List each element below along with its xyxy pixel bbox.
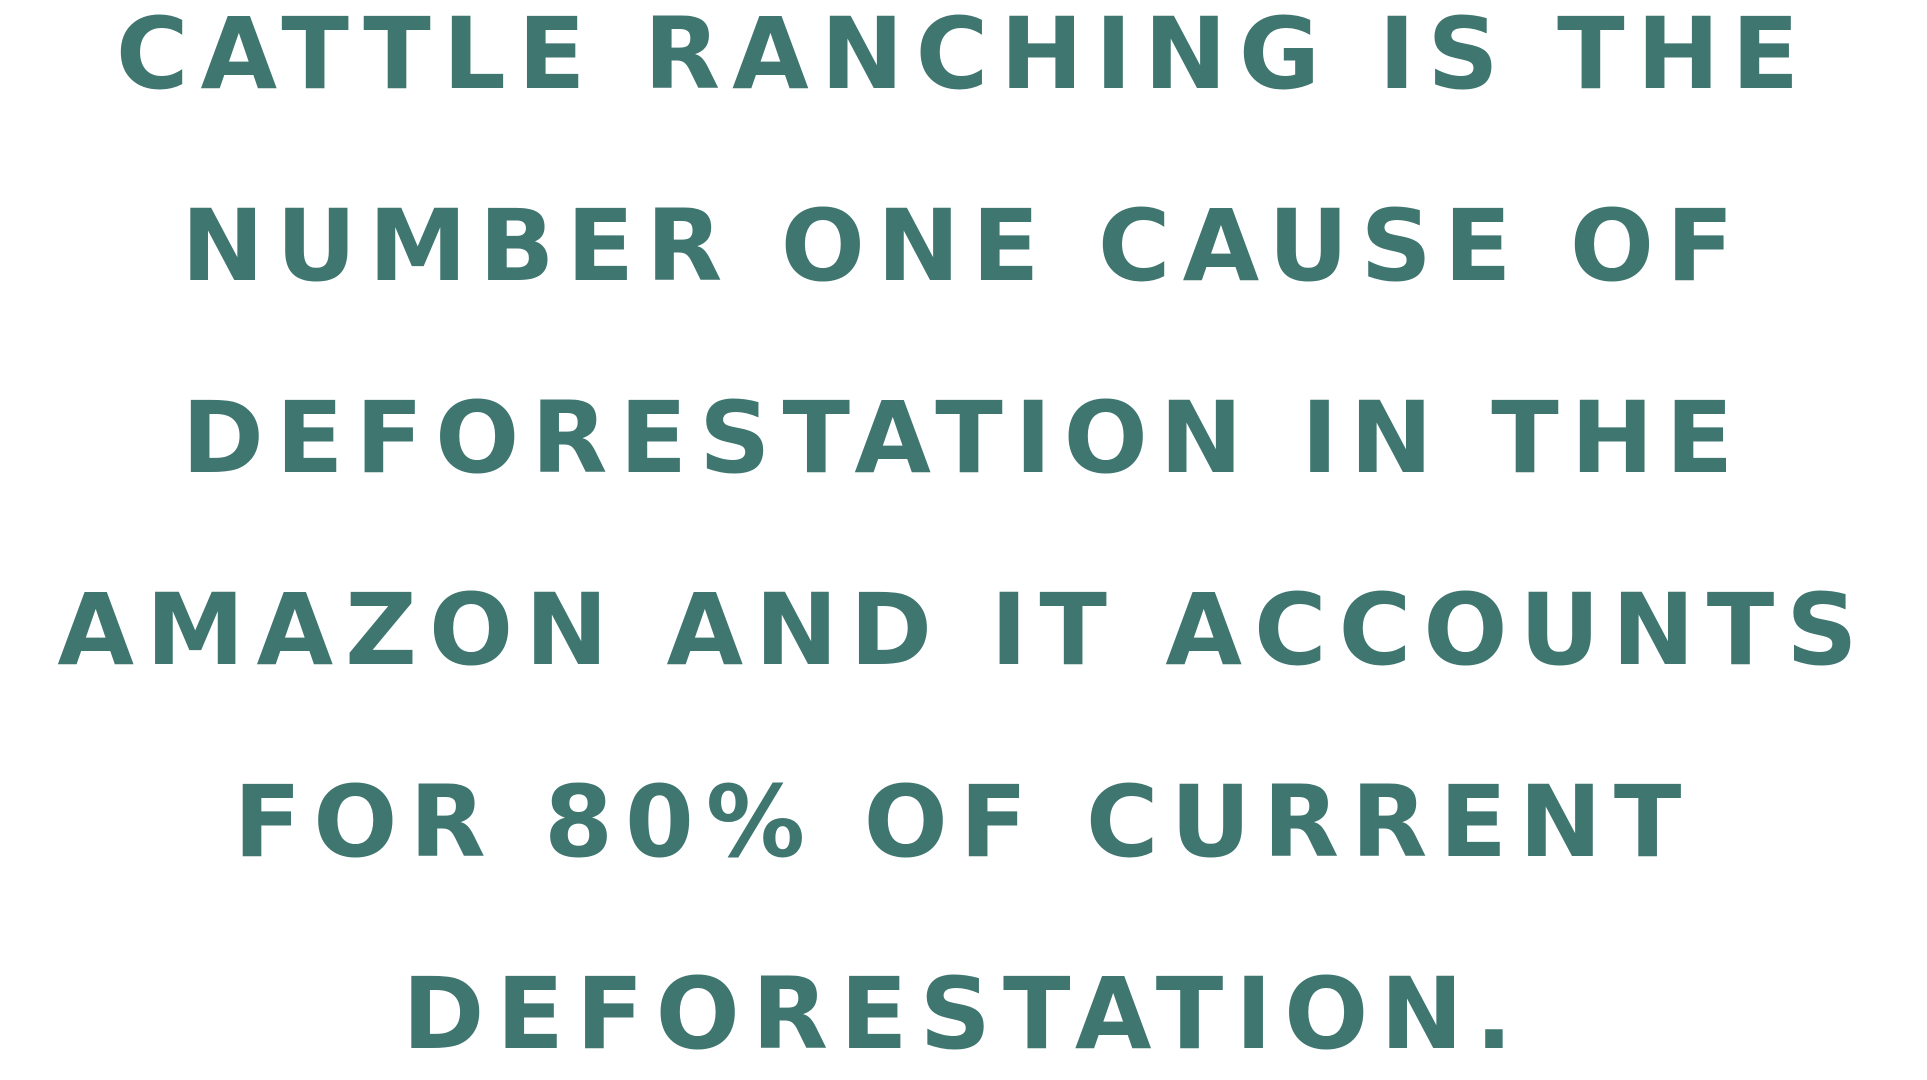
statement-line-4: AMAZON AND IT ACCOUNTS <box>57 573 1870 688</box>
statement-line-5: FOR 80% OF CURRENT <box>233 765 1694 880</box>
statement-line-1: CATTLE RANCHING IS THE <box>115 0 1812 112</box>
statement-line-6: DEFORESTATION. <box>402 957 1525 1072</box>
statement-line-2: NUMBER ONE CAUSE OF <box>181 189 1746 304</box>
statement-line-3: DEFORESTATION IN THE <box>181 381 1746 496</box>
